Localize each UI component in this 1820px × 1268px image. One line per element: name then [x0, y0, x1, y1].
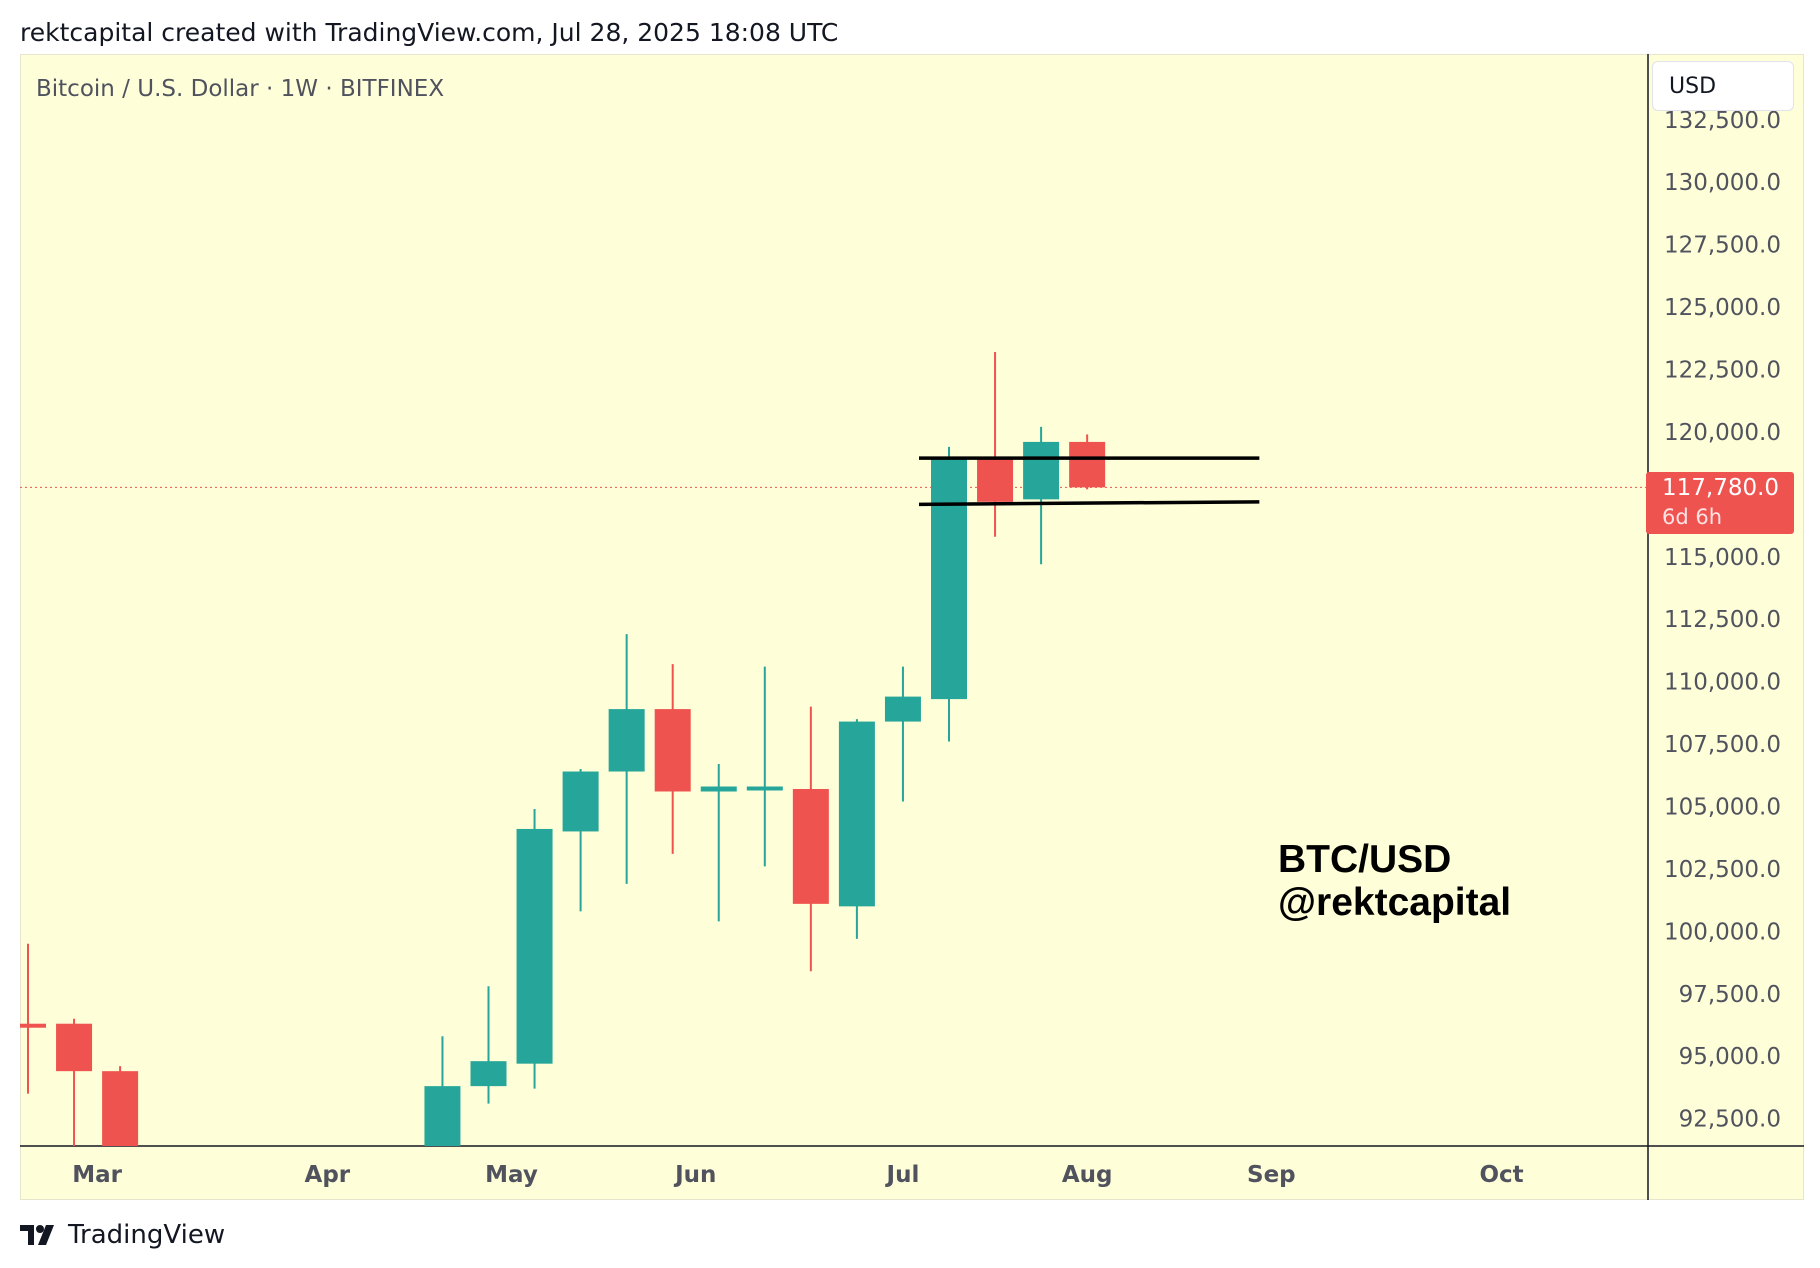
range-levels-group — [918, 456, 1260, 507]
symbol-title: Bitcoin / U.S. Dollar · 1W · BITFINEX — [36, 76, 445, 102]
last-price-value: 117,780.0 — [1662, 475, 1780, 501]
candle-body[interactable] — [516, 828, 553, 1064]
chart-area[interactable] — [20, 54, 1804, 1200]
y-tick-label: 125,000.0 — [1664, 295, 1781, 321]
y-tick-label: 115,000.0 — [1664, 545, 1781, 571]
currency-label: USD — [1669, 73, 1717, 99]
candle-body[interactable] — [977, 459, 1014, 502]
y-tick-label: 105,000.0 — [1664, 794, 1781, 820]
y-tick-label: 132,500.0 — [1664, 108, 1781, 134]
candle-body[interactable] — [56, 1023, 93, 1072]
candle-body[interactable] — [1069, 441, 1106, 488]
footer-brand-text: TradingView — [68, 1220, 226, 1250]
y-tick-label: 112,500.0 — [1664, 607, 1781, 633]
tradingview-logo-icon — [20, 1225, 54, 1245]
chart-watermark: BTC/USD @rektcapital — [1278, 838, 1511, 924]
x-tick-label: Jun — [673, 1162, 716, 1188]
y-tick-label: 95,000.0 — [1679, 1044, 1781, 1070]
candle-body[interactable] — [608, 709, 645, 772]
candle-body[interactable] — [424, 1086, 461, 1156]
candles-group — [10, 352, 1106, 1156]
candle-body[interactable] — [10, 1023, 46, 1028]
x-tick-label: Sep — [1247, 1162, 1296, 1188]
watermark-line2: @rektcapital — [1278, 881, 1512, 924]
candle-body[interactable] — [746, 786, 783, 791]
candle-body[interactable] — [1023, 441, 1060, 500]
candle-body[interactable] — [102, 1071, 139, 1156]
currency-selector[interactable]: USD — [1652, 61, 1794, 111]
candle-body[interactable] — [838, 721, 875, 907]
last-price-label: 117,780.0 6d 6h — [1646, 472, 1794, 534]
x-tick-label: Oct — [1480, 1162, 1524, 1188]
attribution-text: rektcapital created with TradingView.com… — [20, 18, 839, 47]
y-tick-label: 100,000.0 — [1664, 919, 1781, 945]
y-tick-label: 130,000.0 — [1664, 170, 1781, 196]
candle-body[interactable] — [470, 1061, 507, 1087]
bar-countdown: 6d 6h — [1662, 505, 1723, 529]
y-tick-label: 97,500.0 — [1679, 982, 1781, 1008]
y-tick-label: 110,000.0 — [1664, 670, 1781, 696]
x-tick-label: Aug — [1062, 1162, 1113, 1188]
y-tick-label: 120,000.0 — [1664, 420, 1781, 446]
x-tick-label: Jul — [885, 1162, 920, 1188]
candle-body[interactable] — [884, 696, 921, 722]
y-axis-ticks: 92,500.0 95,000.0 97,500.0 100,000.0 102,500… — [1664, 108, 1781, 1133]
candle-body[interactable] — [792, 788, 829, 904]
x-axis-ticks: Mar Apr May Jun Jul Aug Sep Oct — [72, 1162, 1524, 1188]
candle-body[interactable] — [700, 786, 737, 792]
x-tick-label: Mar — [72, 1162, 122, 1188]
x-tick-label: Apr — [305, 1162, 351, 1188]
x-tick-label: May — [485, 1162, 538, 1188]
y-tick-label: 92,500.0 — [1679, 1107, 1781, 1133]
candle-body[interactable] — [654, 709, 691, 792]
y-tick-label: 127,500.0 — [1664, 233, 1781, 259]
y-tick-label: 122,500.0 — [1664, 358, 1781, 384]
range-level-line[interactable] — [918, 500, 1260, 507]
watermark-line1: BTC/USD — [1278, 838, 1452, 881]
y-tick-label: 102,500.0 — [1664, 857, 1781, 883]
candle-body[interactable] — [931, 456, 967, 700]
y-tick-label: 107,500.0 — [1664, 732, 1781, 758]
candle-body[interactable] — [562, 771, 599, 832]
footer-brand[interactable]: TradingView — [20, 1220, 225, 1250]
